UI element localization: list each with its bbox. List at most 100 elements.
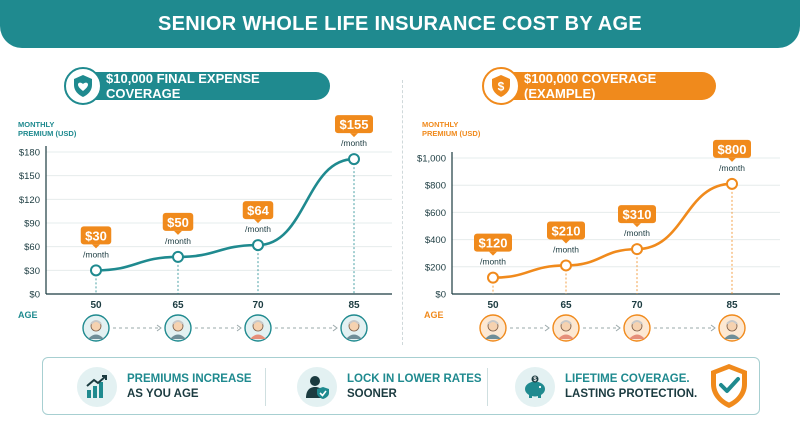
- data-point: [348, 153, 360, 166]
- chart-title-right: $100,000 COVERAGE (EXAMPLE): [524, 71, 657, 101]
- y-tick-label: $60: [24, 242, 40, 253]
- x-tick-label: 70: [252, 300, 264, 311]
- data-label-unit: /month: [245, 224, 271, 234]
- progress-arrow-head: [156, 324, 162, 332]
- y-tick-label: $90: [24, 219, 40, 230]
- piggy-bank-icon: $: [515, 367, 555, 407]
- data-label-pointer: [728, 157, 736, 162]
- y-tick-label: $1,000: [417, 154, 446, 165]
- data-label: $120: [479, 236, 508, 251]
- data-label-pointer: [174, 230, 182, 235]
- svg-text:$: $: [533, 377, 537, 383]
- rising-chart-icon: [77, 367, 117, 407]
- title-banner: SENIOR WHOLE LIFE INSURANCE COST BY AGE: [0, 0, 800, 48]
- feature-premiums: PREMIUMS INCREASE AS YOU AGE: [77, 366, 252, 408]
- y-axis-label: PREMIUM (USD): [18, 129, 77, 138]
- chart-title-left: $10,000 FINAL EXPENSE COVERAGE: [106, 71, 260, 101]
- data-point: [560, 259, 572, 272]
- series-line: [492, 182, 733, 279]
- data-label-pointer: [350, 133, 358, 138]
- senior-man-icon: [479, 314, 507, 342]
- data-label-pointer: [633, 223, 641, 228]
- y-tick-label: $0: [435, 290, 446, 301]
- x-tick-label: 85: [348, 300, 360, 311]
- feature-premiums-line2: AS YOU AGE: [127, 388, 199, 400]
- y-tick-label: $200: [425, 262, 446, 273]
- data-point: [172, 250, 184, 263]
- y-axis-label: MONTHLY: [18, 120, 54, 129]
- y-tick-label: $30: [24, 266, 40, 277]
- data-point: [90, 264, 102, 277]
- senior-man-icon: [82, 314, 110, 342]
- feature-premiums-line1: PREMIUMS INCREASE: [127, 373, 252, 385]
- x-tick-label: 50: [90, 300, 102, 311]
- y-tick-label: $120: [19, 195, 40, 206]
- data-label-box: [162, 212, 194, 231]
- x-tick-label: 65: [560, 300, 572, 311]
- data-point: [252, 239, 264, 252]
- data-label: $50: [167, 215, 189, 230]
- feature-lock-line1: LOCK IN LOWER RATES: [347, 373, 482, 385]
- progress-arrow-head: [615, 324, 621, 332]
- y-axis-label: PREMIUM (USD): [422, 129, 481, 138]
- chart-header-left: $10,000 FINAL EXPENSE COVERAGE: [64, 67, 330, 105]
- progress-arrow-head: [710, 324, 716, 332]
- feature-lifetime: $ LIFETIME COVERAGE. LASTING PROTECTION.: [515, 366, 697, 408]
- y-tick-label: $0: [29, 290, 40, 301]
- data-label-unit: /month: [553, 244, 579, 254]
- y-axis-label: MONTHLY: [422, 120, 458, 129]
- series-line: [95, 157, 355, 272]
- progress-arrow-head: [236, 324, 242, 332]
- data-label-box: [474, 233, 512, 252]
- data-point: [487, 271, 499, 284]
- data-label: $310: [623, 207, 652, 222]
- senior-woman-icon: [623, 314, 651, 342]
- data-label-box: [242, 201, 274, 220]
- feature-lock-line2: SOONER: [347, 388, 397, 400]
- page-title: SENIOR WHOLE LIFE INSURANCE COST BY AGE: [158, 12, 642, 35]
- x-tick-label: 70: [631, 300, 643, 311]
- data-label-pointer: [254, 219, 262, 224]
- data-label-box: [547, 221, 585, 240]
- feature-lifetime-line2: LASTING PROTECTION.: [565, 388, 698, 400]
- data-label-unit: /month: [624, 228, 650, 238]
- y-tick-label: $600: [425, 208, 446, 219]
- progress-arrow-head: [544, 324, 550, 332]
- data-label-unit: /month: [480, 257, 506, 267]
- x-tick-label: 65: [172, 300, 184, 311]
- x-axis-label: AGE: [18, 310, 38, 320]
- data-label-box: [80, 226, 112, 245]
- data-label-unit: /month: [341, 138, 367, 148]
- feature-lifetime-line1: LIFETIME COVERAGE.: [565, 373, 690, 385]
- features-panel: PREMIUMS INCREASE AS YOU AGE LOCK IN LOW…: [42, 357, 760, 415]
- data-label: $800: [718, 142, 747, 157]
- senior-man-icon: [340, 314, 368, 342]
- svg-text:$: $: [498, 80, 505, 94]
- senior-man-icon: [718, 314, 746, 342]
- data-label-unit: /month: [165, 236, 191, 246]
- y-tick-label: $180: [19, 148, 40, 159]
- y-tick-label: $400: [425, 235, 446, 246]
- data-label-unit: /month: [83, 249, 109, 259]
- user-shield-icon: [297, 367, 337, 407]
- data-label: $64: [247, 203, 269, 218]
- senior-man-icon: [164, 314, 192, 342]
- dollar-shield-icon: $: [482, 67, 520, 105]
- x-tick-label: 85: [726, 300, 738, 311]
- data-label-pointer: [92, 244, 100, 249]
- feature-separator: [487, 368, 488, 406]
- progress-arrow-head: [332, 324, 338, 332]
- feature-lock-rates: LOCK IN LOWER RATES SOONER: [297, 366, 482, 408]
- data-label: $30: [85, 228, 107, 243]
- data-label-pointer: [562, 239, 570, 244]
- x-axis-label: AGE: [424, 310, 444, 320]
- senior-woman-icon: [244, 314, 272, 342]
- feature-separator: [265, 368, 266, 406]
- data-label-unit: /month: [719, 163, 745, 173]
- heart-shield-icon: [64, 67, 102, 105]
- data-label-box: [335, 115, 373, 134]
- y-tick-label: $150: [19, 171, 40, 182]
- x-tick-label: 50: [487, 300, 499, 311]
- senior-woman-icon: [552, 314, 580, 342]
